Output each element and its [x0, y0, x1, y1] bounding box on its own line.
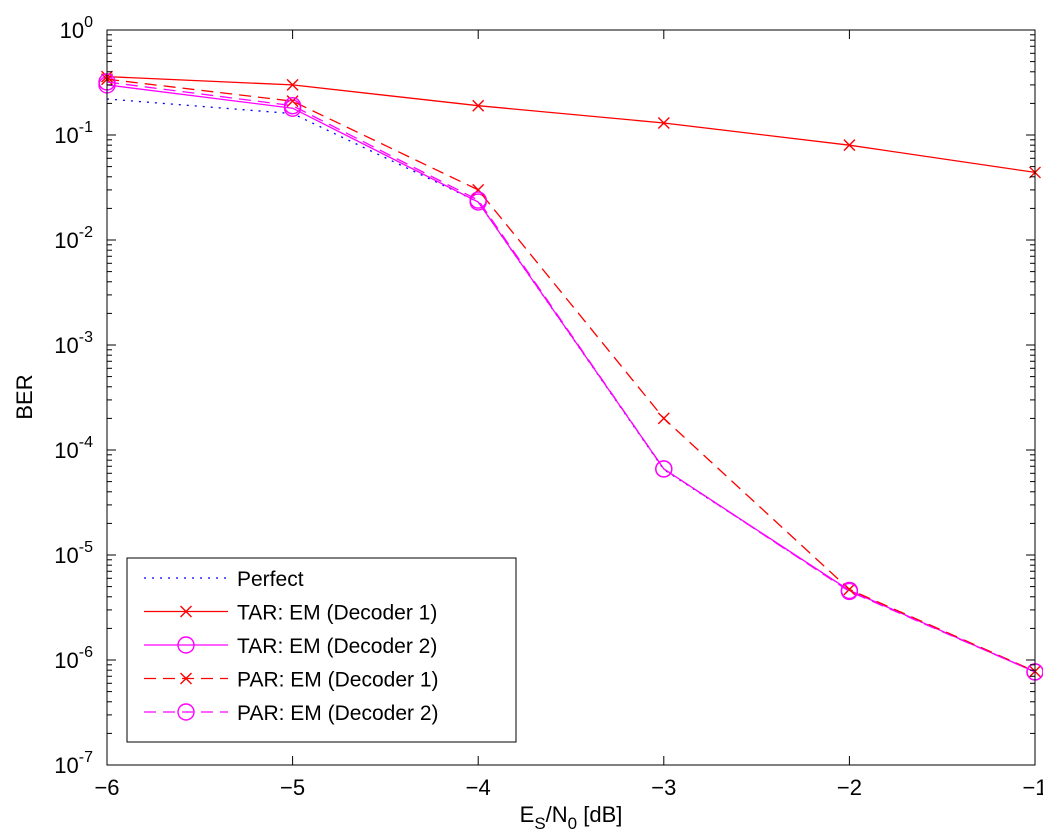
legend-label: PAR: EM (Decoder 2) [237, 702, 439, 725]
y-tick-label: 10-4 [54, 434, 93, 463]
y-tick-label: 10-1 [54, 119, 93, 148]
legend-swatch-marker [177, 636, 195, 654]
legend-label: PAR: EM (Decoder 1) [237, 669, 439, 692]
series-4-line [106, 78, 1036, 672]
y-tick-label: 100 [60, 14, 93, 43]
legend-entry-5: PAR: EM (Decoder 2) [144, 702, 439, 725]
y-tick-label: 10-5 [54, 539, 93, 568]
series-5-marker [840, 582, 859, 601]
x-tick-label: −2 [837, 775, 862, 800]
series-5-marker [283, 97, 302, 115]
legend: Perfect TAR: EM (Decoder 1) TAR: EM (Decod… [126, 557, 517, 743]
y-tick-label: 10-2 [54, 224, 93, 253]
x-tick-label: −5 [280, 775, 305, 800]
series-5-marker [469, 191, 487, 209]
series-2-marker [472, 99, 485, 112]
x-tick-label: −4 [466, 775, 491, 800]
series-2-line [106, 75, 1036, 174]
series-4-marker [843, 583, 856, 596]
x-axis-label-sub1: S [534, 814, 545, 833]
x-tick-label: −1 [1022, 775, 1043, 800]
x-axis-label: ES/N0 [dB] [520, 802, 623, 833]
legend-entry-2: TAR: EM (Decoder 1) [144, 602, 437, 625]
y-tick-label: 10-3 [54, 329, 93, 358]
legend-label: TAR: EM (Decoder 1) [237, 602, 437, 625]
tick-layer: −6 −5 −4 −3 −2 −1 100 10-1 10-2 10-3 10-4 10-5 10-6 1… [54, 14, 1043, 800]
plot-frame [106, 29, 1036, 766]
y-axis-label: BER [12, 374, 37, 419]
series-2 [101, 70, 1041, 179]
legend-label: Perfect [237, 568, 304, 591]
legend-entry-1: Perfect [144, 568, 304, 591]
series-2-marker [286, 78, 299, 91]
series-5-marker [655, 460, 673, 478]
series-4-marker [286, 95, 299, 108]
y-tick-label: 10-7 [54, 749, 93, 778]
y-tick-label: 10-6 [54, 644, 93, 673]
x-axis-label-base: E [520, 802, 535, 827]
legend-entry-4: PAR: EM (Decoder 1) [144, 669, 439, 692]
legend-swatch-marker [180, 672, 192, 685]
legend-swatch-marker [177, 703, 195, 721]
x-axis-label-rest: [dB] [577, 802, 622, 827]
x-axis-label-mid: /N [546, 802, 568, 827]
series-2-marker [843, 139, 856, 152]
x-axis-label-sub2: 0 [568, 814, 577, 833]
legend-entry-3: TAR: EM (Decoder 2) [144, 635, 437, 658]
x-tick-label: −3 [651, 775, 676, 800]
legend-label: TAR: EM (Decoder 2) [237, 635, 437, 658]
series-4-marker [657, 412, 670, 425]
x-tick-label: −6 [94, 775, 119, 800]
series-2-marker [657, 117, 670, 130]
series-layer [98, 70, 1043, 681]
legend-swatch-marker [180, 605, 192, 618]
series-5-line [106, 81, 1036, 673]
